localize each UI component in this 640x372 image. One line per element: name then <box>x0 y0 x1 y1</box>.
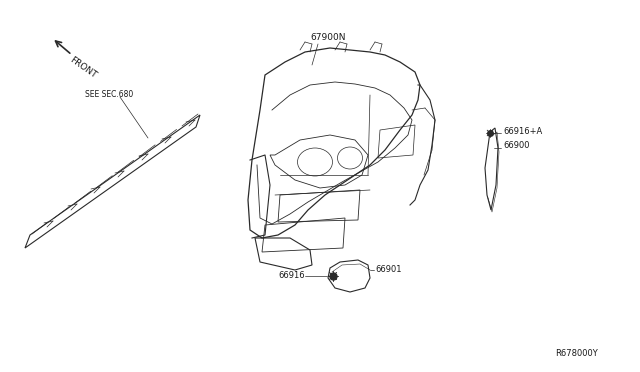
Text: 66916+A: 66916+A <box>503 126 542 135</box>
Text: SEE SEC.680: SEE SEC.680 <box>85 90 133 99</box>
Text: FRONT: FRONT <box>68 55 98 80</box>
Text: 66916: 66916 <box>278 272 305 280</box>
Text: 67900N: 67900N <box>310 33 346 42</box>
Text: R678000Y: R678000Y <box>555 349 598 358</box>
Text: 66900: 66900 <box>503 141 529 151</box>
Text: 66901: 66901 <box>375 266 401 275</box>
